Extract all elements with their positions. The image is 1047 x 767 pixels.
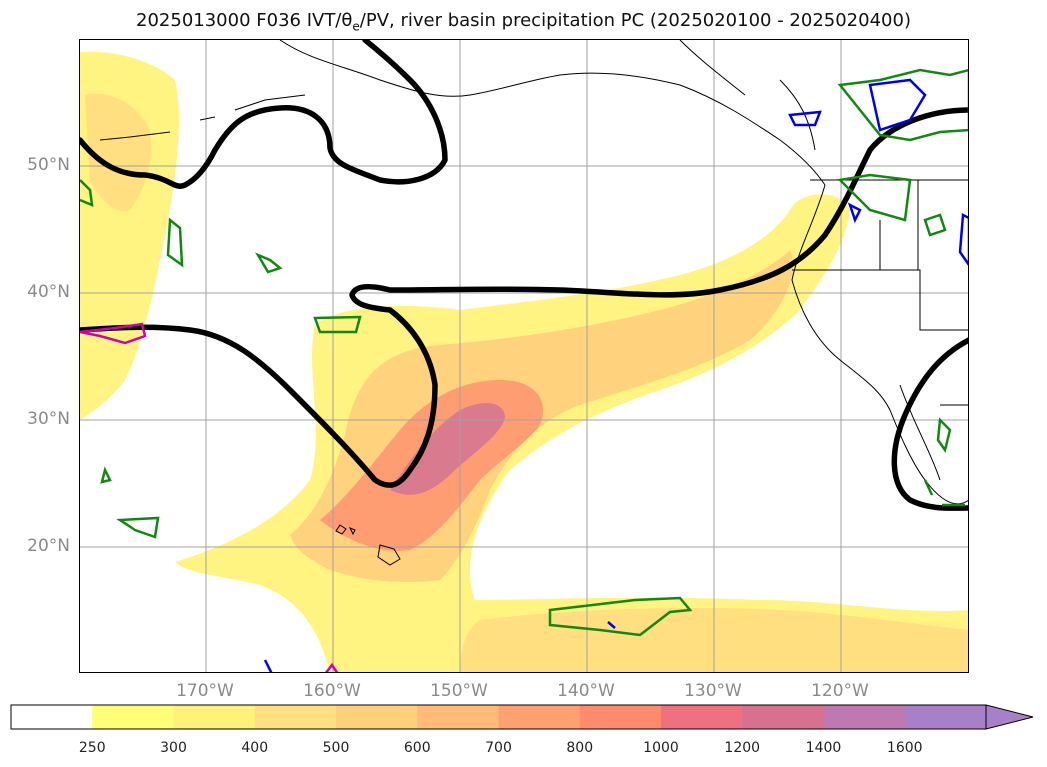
lon-label-120w: 120°W [811,681,869,701]
colorbar-cell [336,705,418,729]
ivt-plume-peak [390,403,505,495]
colorbar-cell [661,705,743,729]
colorbar-cell [173,705,256,729]
ivt-west-band-inner [85,93,152,211]
colorbar-cell [417,705,499,729]
map-plot [80,40,968,672]
colorbar-cell [11,705,93,729]
lat-label-30n: 30°N [27,409,70,429]
colorbar-level-label: 300 [160,740,187,756]
colorbar-level-label: 1200 [724,740,761,756]
theta-blue-contours [263,78,968,672]
colorbar-frame [10,704,987,730]
colorbar-cells [11,705,987,729]
graticule [80,40,968,672]
theta-green-contours [80,68,968,637]
pv-contours [80,40,968,511]
title-suffix: /PV, river basin precipitation PC (20250… [359,10,911,31]
colorbar [10,704,1034,730]
colorbar-level-label: 700 [485,740,512,756]
lon-label-150w: 150°W [430,681,488,701]
colorbar-level-label: 800 [566,740,594,756]
colorbar-cell [498,705,581,729]
lat-label-40n: 40°N [27,282,70,302]
lon-label-170w: 170°W [176,681,234,701]
colorbar-cell [823,705,906,729]
lon-label-130w: 130°W [684,681,742,701]
title-prefix: 2025013000 F036 IVT/θ [136,10,353,31]
colorbar-cell [904,705,987,729]
colorbar-level-label: 600 [403,740,431,756]
colorbar-level-label: 1000 [643,740,679,756]
colorbar-cell [742,705,824,729]
chart-title: 2025013000 F036 IVT/θe/PV, river basin p… [0,10,1047,34]
colorbar-cell [92,705,174,729]
colorbar-cell [579,705,662,729]
colorbar-level-label: 500 [322,740,350,756]
colorbar-cell [254,705,337,729]
colorbar-level-label: 400 [241,740,269,756]
ivt-plume-outer [175,194,968,672]
lon-label-160w: 160°W [303,681,361,701]
colorbar-level-label: 1600 [886,740,923,756]
colorbar-level-label: 1400 [805,740,842,756]
colorbar-level-label: 250 [78,740,106,756]
lat-label-20n: 20°N [27,536,70,556]
map-panel [79,39,969,673]
colorbar-extend-arrow [985,704,1034,730]
title-subscript: e [352,19,360,34]
lat-label-50n: 50°N [27,155,70,175]
theta-magenta-contours [80,322,339,672]
lon-label-140w: 140°W [557,681,615,701]
